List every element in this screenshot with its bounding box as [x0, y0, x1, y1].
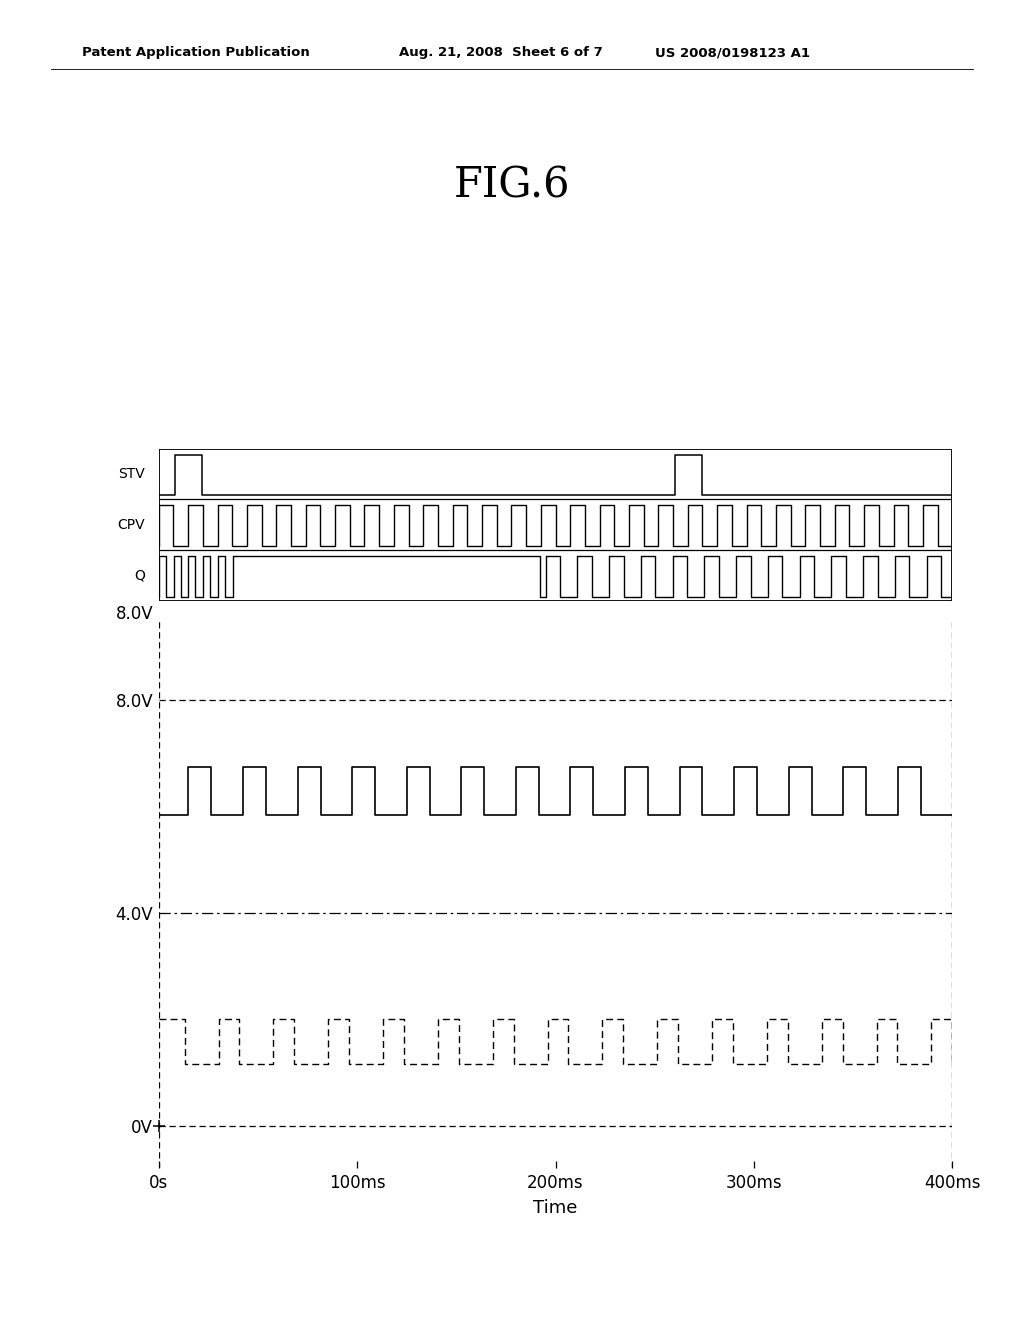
Text: Q: Q: [134, 569, 144, 582]
Text: US 2008/0198123 A1: US 2008/0198123 A1: [655, 46, 810, 59]
Text: Aug. 21, 2008  Sheet 6 of 7: Aug. 21, 2008 Sheet 6 of 7: [399, 46, 603, 59]
Text: FIG.6: FIG.6: [454, 165, 570, 207]
Text: STV: STV: [118, 467, 144, 480]
Text: 8.0V: 8.0V: [116, 605, 154, 623]
X-axis label: Time: Time: [534, 1199, 578, 1217]
Text: Patent Application Publication: Patent Application Publication: [82, 46, 309, 59]
Text: CPV: CPV: [117, 517, 144, 532]
